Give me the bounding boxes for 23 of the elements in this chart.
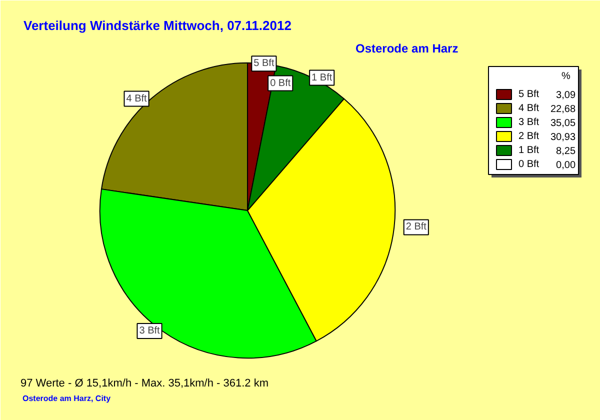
data-label: 3,09: [556, 90, 576, 101]
data-label: 8,25: [556, 146, 576, 157]
data-label: 22,68: [550, 104, 576, 115]
slice-label: 1 Bft: [312, 72, 332, 84]
slice-label: 5 Bft: [254, 58, 274, 70]
data-label: 35,05: [550, 118, 576, 129]
data-label: 30,93: [550, 132, 576, 143]
legend-label: 1 Bft: [518, 145, 540, 156]
category-label: 0 Bft: [270, 78, 291, 89]
legend-label: 5 Bft: [518, 89, 540, 100]
slice-label: 2 Bft: [406, 222, 427, 233]
chart-subtitle: Osterode am Harz: [356, 42, 458, 56]
legend-title: %: [562, 71, 570, 82]
slice-label: 4 Bft: [126, 93, 148, 104]
legend-label: 4 Bft: [518, 103, 540, 114]
legend-label: 3 Bft: [518, 117, 540, 128]
text: 97 Werte - Ø 15,1km/h - Max. 35,1km/h - 361.2 km: [20, 378, 268, 390]
text: Osterode am Harz, City: [22, 394, 112, 403]
chart-title: Verteilung Windstärke Mittwoch, 07.11.2012: [24, 18, 292, 33]
slice-label: 3 Bft: [139, 326, 160, 337]
legend-label: 2 Bft: [518, 131, 540, 142]
text: 0,00: [556, 160, 576, 171]
legend-label: 0 Bft: [518, 159, 540, 170]
